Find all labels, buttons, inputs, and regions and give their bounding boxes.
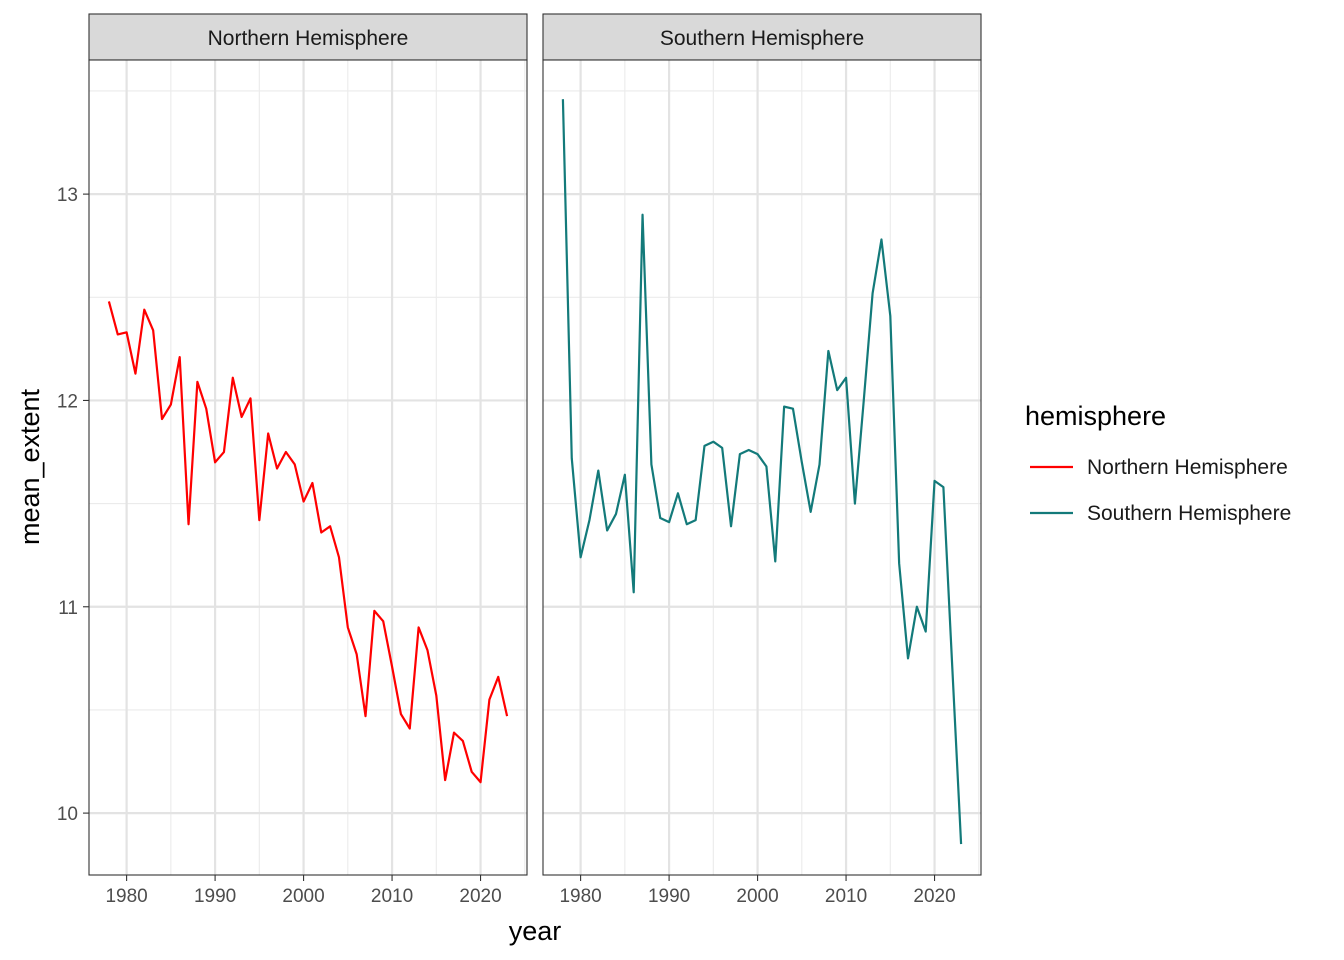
panel-southern-grid — [543, 60, 981, 875]
legend-label-southern: Southern Hemisphere — [1087, 502, 1291, 525]
facet-label-northern: Northern Hemisphere — [208, 27, 409, 50]
x-tick-label: 2020 — [913, 886, 955, 907]
legend-item-southern: Southern Hemisphere — [1030, 502, 1291, 525]
facet-strip-southern: Southern Hemisphere — [542, 13, 982, 61]
legend-label-northern: Northern Hemisphere — [1087, 456, 1288, 479]
panel-northern — [88, 59, 528, 876]
x-axis-northern: 1980 1990 2000 2010 2020 — [105, 875, 502, 907]
series-line-southern — [561, 99, 963, 845]
y-axis: 10 11 12 13 — [57, 185, 89, 825]
panel-background — [89, 60, 527, 875]
x-tick-label: 1990 — [648, 886, 690, 907]
y-tick-label: 13 — [57, 185, 78, 206]
legend: hemisphere Northern Hemisphere Southern … — [1025, 401, 1291, 525]
x-tick-label: 2000 — [736, 886, 778, 907]
panel-southern-border — [542, 59, 982, 876]
panel-northern-border — [88, 59, 528, 876]
x-axis-southern: 1980 1990 2000 2010 2020 — [559, 875, 956, 907]
series-line-northern — [107, 301, 509, 784]
panel-northern-grid — [89, 60, 527, 875]
x-tick-label: 2000 — [282, 886, 324, 907]
facet-strip-northern: Northern Hemisphere — [88, 13, 528, 61]
legend-item-northern: Northern Hemisphere — [1030, 456, 1288, 479]
y-tick-label: 12 — [57, 391, 78, 412]
panel-southern — [542, 59, 982, 876]
panel-background — [543, 60, 981, 875]
y-tick-label: 10 — [57, 804, 78, 825]
x-tick-label: 1980 — [105, 886, 147, 907]
facet-label-southern: Southern Hemisphere — [660, 27, 864, 50]
x-tick-label: 2020 — [459, 886, 501, 907]
x-tick-label: 1980 — [559, 886, 601, 907]
x-axis-title: year — [509, 916, 562, 946]
x-tick-label: 1990 — [194, 886, 236, 907]
x-tick-label: 2010 — [371, 886, 413, 907]
y-tick-label: 11 — [58, 598, 78, 619]
x-tick-label: 2010 — [825, 886, 867, 907]
y-axis-title: mean_extent — [15, 388, 45, 545]
legend-title: hemisphere — [1025, 401, 1166, 431]
